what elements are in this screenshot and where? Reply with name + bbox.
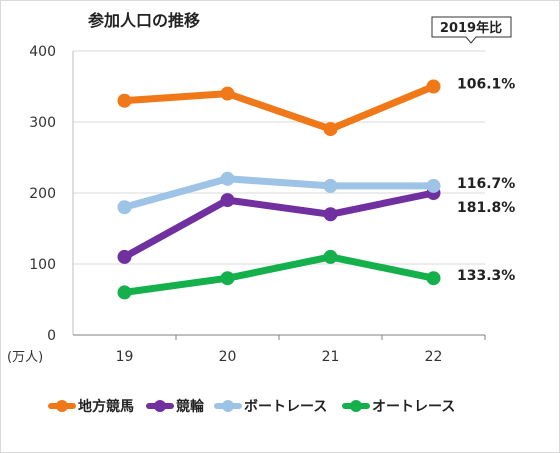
chart-title: 参加人口の推移 bbox=[88, 11, 200, 30]
series-line bbox=[121, 189, 437, 261]
series-0 bbox=[117, 79, 441, 137]
x-tick-label: 20 bbox=[219, 349, 237, 365]
y-tick-labels: 0 100 200 300 400 bbox=[29, 44, 56, 344]
y-unit-label: (万人) bbox=[7, 350, 43, 365]
legend-label: 地方競馬 bbox=[78, 398, 134, 415]
change-annotations: 106.1% 181.8% 116.7% 133.3% bbox=[457, 77, 515, 285]
data-point bbox=[426, 178, 441, 193]
axes bbox=[72, 51, 486, 340]
y-tick-label: 100 bbox=[29, 257, 56, 273]
x-tick-label: 19 bbox=[116, 349, 134, 365]
legend-label: 競輪 bbox=[176, 398, 205, 415]
legend-item: オートレース bbox=[342, 399, 455, 415]
data-point bbox=[323, 122, 338, 137]
change-label: 181.8% bbox=[457, 200, 515, 216]
data-point bbox=[323, 249, 338, 264]
data-point bbox=[323, 178, 338, 193]
x-tick-labels: 19 20 21 22 bbox=[116, 349, 443, 365]
legend-item: 地方競馬 bbox=[48, 398, 134, 415]
change-label: 106.1% bbox=[457, 77, 515, 93]
change-label: 133.3% bbox=[457, 268, 515, 284]
y-tick-label: 200 bbox=[29, 186, 56, 202]
data-point bbox=[117, 249, 132, 264]
gridlines bbox=[73, 50, 485, 265]
change-label: 116.7% bbox=[457, 176, 515, 192]
data-point bbox=[426, 79, 441, 94]
data-point bbox=[117, 200, 132, 215]
series-1 bbox=[117, 186, 441, 264]
data-point bbox=[220, 86, 235, 101]
legend-item: ボートレース bbox=[214, 399, 327, 415]
y-tick-label: 0 bbox=[47, 328, 56, 344]
data-point bbox=[220, 193, 235, 208]
legend-swatch-marker bbox=[154, 400, 166, 412]
series-2 bbox=[117, 171, 441, 215]
x-tick-label: 21 bbox=[322, 349, 340, 365]
data-point bbox=[426, 271, 441, 286]
badge-label: 2019年比 bbox=[440, 20, 502, 36]
series-lines bbox=[117, 79, 441, 300]
legend: 地方競馬 競輪 ボートレース オートレース bbox=[48, 398, 455, 415]
y-tick-label: 300 bbox=[29, 115, 56, 131]
legend-label: オートレース bbox=[372, 399, 455, 415]
badge-callout-shape bbox=[431, 16, 512, 44]
series-line bbox=[121, 175, 437, 211]
legend-swatch-marker bbox=[56, 400, 68, 412]
series-line bbox=[121, 83, 437, 133]
comparison-badge: 2019年比 bbox=[431, 16, 512, 44]
x-tick-label: 22 bbox=[425, 349, 443, 365]
legend-label: ボートレース bbox=[244, 399, 327, 415]
legend-swatch-marker bbox=[222, 400, 234, 412]
data-point bbox=[117, 285, 132, 300]
data-point bbox=[220, 271, 235, 286]
data-point bbox=[220, 171, 235, 186]
data-point bbox=[323, 207, 338, 222]
y-tick-label: 400 bbox=[29, 44, 56, 60]
legend-item: 競輪 bbox=[146, 398, 205, 415]
series-line bbox=[121, 253, 437, 296]
data-point bbox=[117, 93, 132, 108]
series-3 bbox=[117, 249, 441, 300]
legend-swatch-marker bbox=[350, 400, 362, 412]
